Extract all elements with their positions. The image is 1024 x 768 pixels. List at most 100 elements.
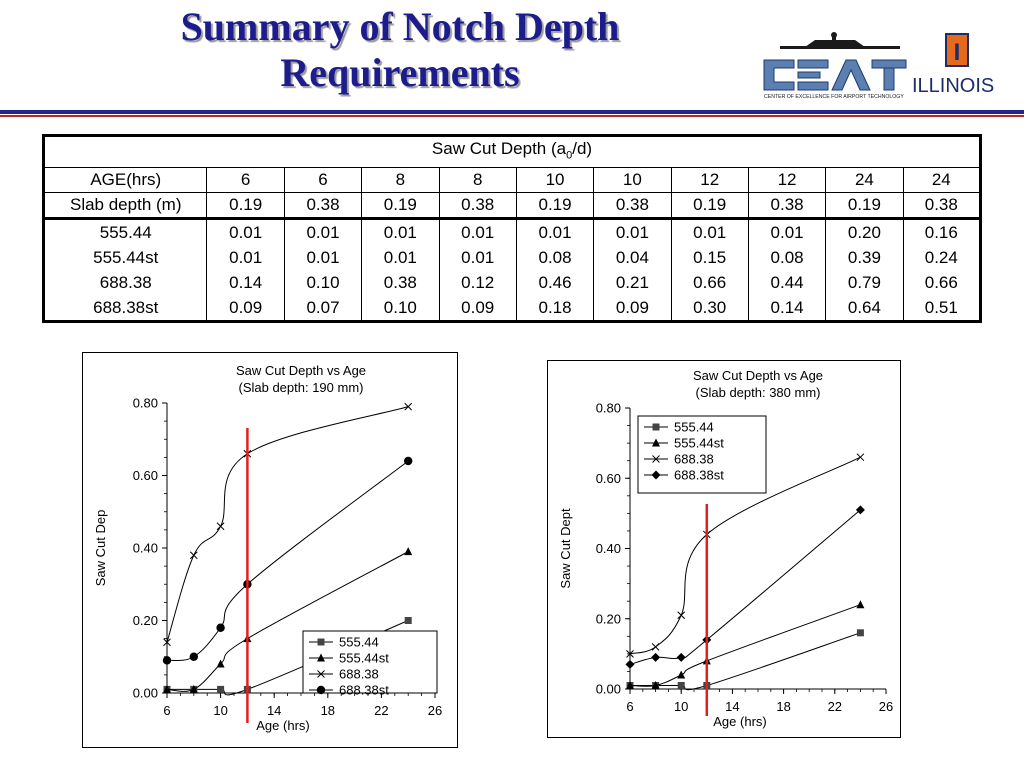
data-point <box>626 650 634 658</box>
legend-label: 555.44 <box>339 635 379 650</box>
data-point <box>162 656 172 665</box>
series-688-38st <box>162 456 413 665</box>
data-point <box>216 659 225 668</box>
x-tick-label: 26 <box>879 699 893 714</box>
row-label: 555.44st <box>41 245 208 271</box>
slab-depth-cell: 0.38 <box>593 192 672 220</box>
row-label: 688.38st <box>41 295 208 324</box>
table-cell: 0.01 <box>515 217 595 246</box>
data-point <box>163 638 171 647</box>
y-tick-label: 0.00 <box>133 686 158 701</box>
legend-label: 555.44st <box>674 436 724 451</box>
y-tick-label: 0.20 <box>133 613 158 628</box>
table-cell: 0.21 <box>593 270 672 296</box>
table-cell: 0.09 <box>206 295 285 324</box>
legend-label: 555.44 <box>674 420 714 435</box>
age-cell: 12 <box>670 167 749 194</box>
table-cell: 0.18 <box>515 295 595 324</box>
slab-depth-label: Slab depth (m) <box>41 192 208 220</box>
table-cell: 0.08 <box>747 245 827 271</box>
x-axis-label: Age (hrs) <box>713 714 766 729</box>
table-cell: 0.66 <box>670 270 749 296</box>
y-tick-label: 0.00 <box>596 682 621 697</box>
data-point <box>676 652 686 662</box>
ceat-illinois-logo: CENTER OF EXCELLENCE FOR AIRPORT TECHNOL… <box>763 32 994 100</box>
legend-marker <box>316 685 326 695</box>
age-cell: 6 <box>206 167 285 194</box>
data-point <box>404 456 413 466</box>
data-point <box>189 652 198 661</box>
table-values: 555.44 0.01 0.01 0.01 0.01 0.01 0.01 0.01 0.01 0.… <box>41 217 983 324</box>
series-line <box>629 456 861 655</box>
header-rule-red <box>0 115 1024 117</box>
table-cell: 0.12 <box>438 270 517 296</box>
series-line <box>166 406 409 643</box>
age-label: AGE(hrs) <box>41 167 208 194</box>
slide-title: Summary of Notch Depth Requirements <box>120 4 680 96</box>
table-cell: 0.15 <box>670 245 749 271</box>
series-line <box>629 604 861 687</box>
series-688-38 <box>626 453 865 658</box>
ceat-letters <box>763 59 907 91</box>
slab-depth-cell: 0.19 <box>206 192 285 220</box>
age-cell: 12 <box>747 167 827 194</box>
y-tick-label: 0.40 <box>596 541 621 556</box>
chart-190mm-frame: Saw Cut Depth vs Age (Slab depth: 190 mm)… <box>82 352 458 748</box>
table-cell: 0.04 <box>593 245 672 271</box>
x-tick-label: 22 <box>374 703 388 718</box>
x-tick-label: 14 <box>267 703 281 718</box>
legend-box <box>302 630 438 694</box>
age-cell: 24 <box>825 167 904 194</box>
data-point <box>404 402 413 411</box>
legend-label: 688.38 <box>674 452 714 467</box>
chart-title: Saw Cut Depth vs Age <box>693 368 823 383</box>
chart-190mm: Saw Cut Depth vs Age (Slab depth: 190 mm)… <box>93 363 442 733</box>
data-point <box>189 551 198 560</box>
slab-depth-cell: 0.19 <box>361 192 440 220</box>
legend-label: 555.44st <box>339 651 389 666</box>
x-tick-label: 18 <box>776 699 790 714</box>
series-688-38st <box>625 505 865 669</box>
legend-label: 688.38st <box>674 468 724 483</box>
legend-marker <box>652 455 660 463</box>
y-tick-label: 0.20 <box>596 611 621 626</box>
series-555-44st <box>626 600 865 689</box>
title-line-2: Requirements <box>280 50 520 95</box>
legend-item: 688.38st <box>309 683 389 698</box>
age-cell: 10 <box>515 167 595 194</box>
slab-depth-row: Slab depth (m) 0.19 0.38 0.19 0.38 0.19 0.38 0… <box>41 192 983 220</box>
legend-marker <box>651 470 661 480</box>
table-cell: 0.66 <box>902 270 983 296</box>
data-point <box>856 629 864 637</box>
data-point <box>677 681 685 689</box>
illinois-wordmark: ILLINOIS <box>912 75 994 97</box>
table-cell: 0.44 <box>747 270 827 296</box>
table-cell: 0.51 <box>902 295 983 324</box>
series-line <box>629 509 861 665</box>
legend-item: 688.38st <box>644 468 724 483</box>
table-cell: 0.64 <box>825 295 904 324</box>
data-point <box>163 684 171 693</box>
table-cell: 0.01 <box>206 245 285 271</box>
title-line-1: Summary of Notch Depth <box>180 4 620 49</box>
y-axis-label: Saw Cut Dept <box>558 508 573 589</box>
table-cell: 0.01 <box>361 245 440 271</box>
legend-marker <box>652 438 660 447</box>
table-cell: 0.16 <box>902 217 983 246</box>
legend-item: 555.44 <box>644 420 714 435</box>
data-point <box>677 670 686 679</box>
table-cell: 0.01 <box>438 217 517 246</box>
slab-depth-cell: 0.38 <box>902 192 983 220</box>
table-cell: 0.24 <box>902 245 983 271</box>
table-cell: 0.10 <box>283 270 363 296</box>
legend-label: 688.38st <box>339 683 389 698</box>
age-cell: 8 <box>361 167 440 194</box>
data-point <box>217 685 225 693</box>
y-axis-label: Saw Cut Dep <box>93 510 108 587</box>
table-cell: 0.14 <box>747 295 827 324</box>
legend-label: 688.38 <box>339 667 379 682</box>
legend-marker <box>317 638 325 646</box>
legend-item: 688.38 <box>644 452 714 467</box>
data-point <box>404 547 413 556</box>
table-cell: 0.01 <box>747 217 827 246</box>
